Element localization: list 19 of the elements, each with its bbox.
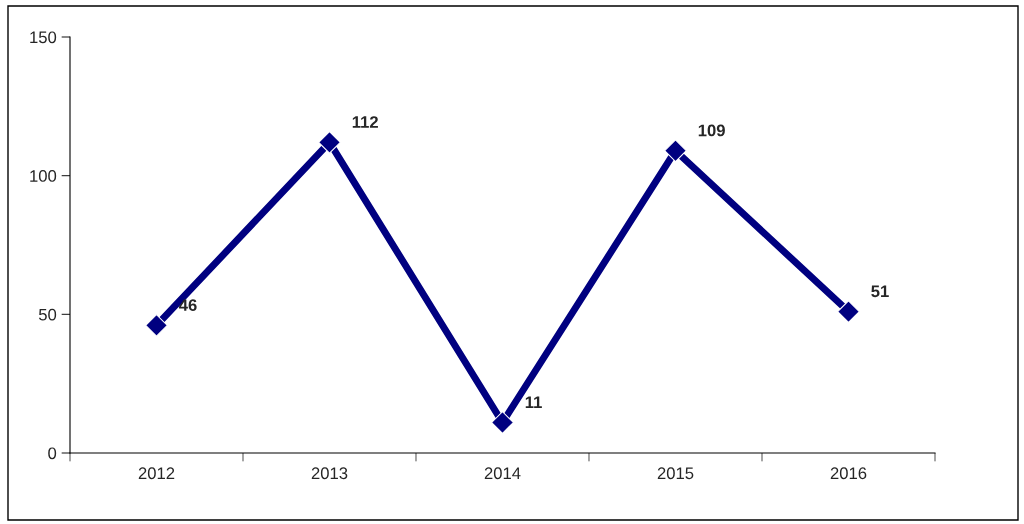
x-tick-label: 2012 xyxy=(138,467,175,480)
y-tick-label: 100 xyxy=(30,170,57,182)
y-tick-label: 150 xyxy=(30,31,57,44)
point xyxy=(145,314,168,337)
point xyxy=(491,411,514,434)
x-tick-label: 2013 xyxy=(311,467,348,480)
point xyxy=(837,300,860,323)
y-tick-label: 50 xyxy=(38,308,57,321)
y-tick-label: 0 xyxy=(48,447,57,460)
data-label: 11 xyxy=(525,396,542,408)
data-label: 46 xyxy=(178,299,197,312)
point xyxy=(664,139,687,163)
x-tick-label: 2016 xyxy=(830,467,867,480)
x-tick-label: 2015 xyxy=(657,467,694,480)
data-label: 109 xyxy=(698,124,725,137)
point xyxy=(318,131,341,154)
data-label: 112 xyxy=(352,116,378,128)
x-tick-label: 2014 xyxy=(484,467,521,480)
data-label: 51 xyxy=(871,285,889,298)
